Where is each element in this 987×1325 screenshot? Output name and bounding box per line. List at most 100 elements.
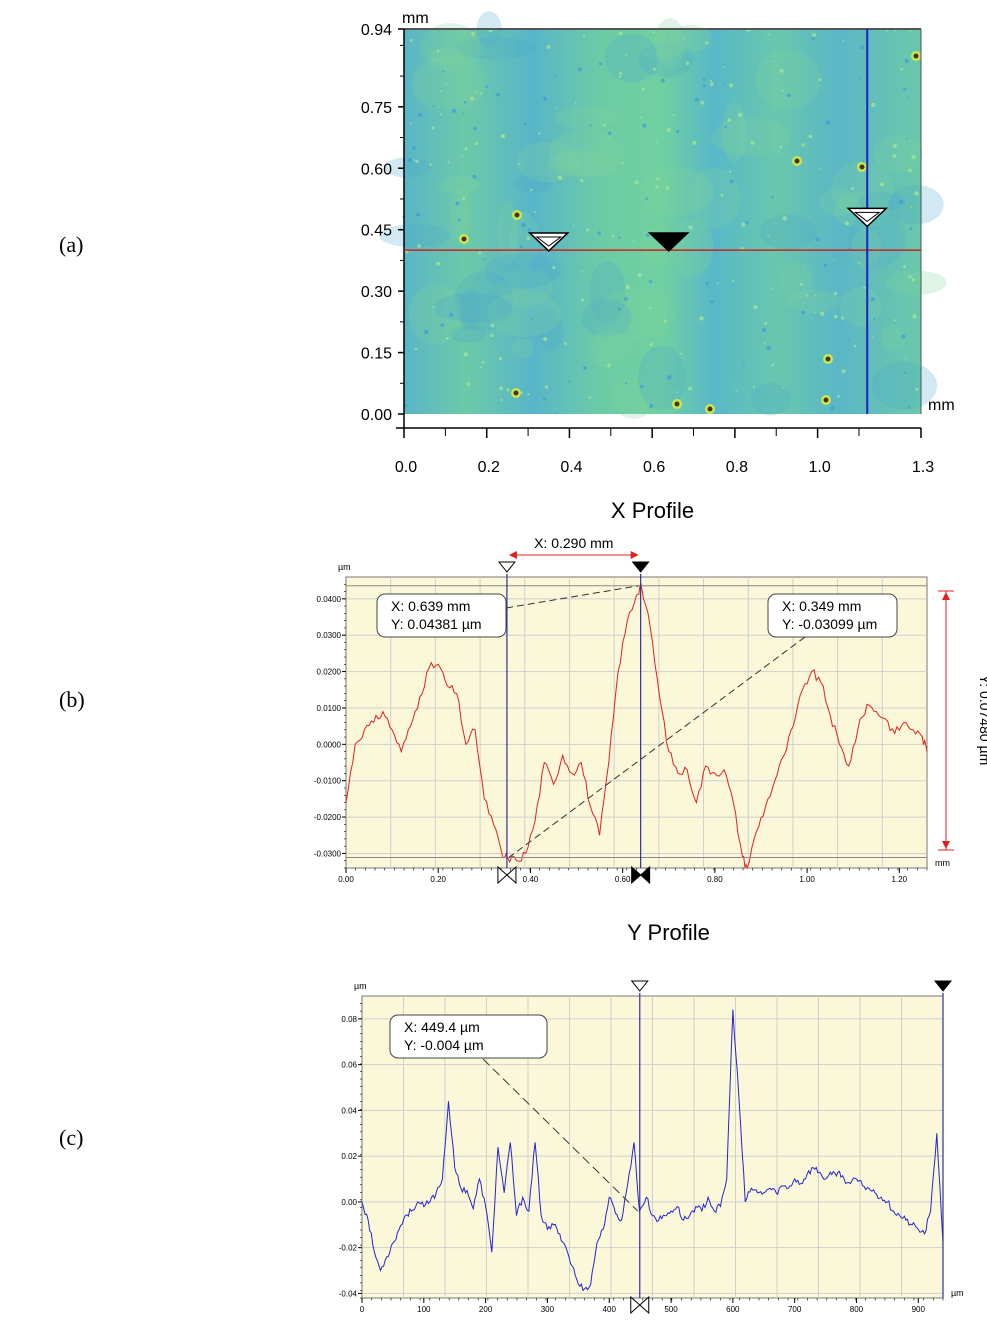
map-speckle	[892, 143, 897, 149]
cursor-bowtie-filled-right	[639, 865, 651, 885]
y-tick-label: 0.00	[341, 1198, 357, 1207]
map-texture-blob	[638, 345, 686, 411]
map-speckle	[742, 364, 746, 367]
leader-line-open	[482, 1058, 639, 1212]
map-speckle	[741, 222, 746, 227]
map-speckle	[436, 261, 441, 266]
map-speckle	[555, 412, 558, 415]
map-speckle	[574, 101, 577, 104]
map-speckle	[880, 182, 885, 187]
map-texture-blob	[436, 176, 480, 194]
map-speckle	[457, 218, 461, 222]
map-speckle	[906, 96, 909, 99]
map-speckle	[506, 388, 510, 392]
map-texture-blob	[669, 24, 712, 52]
y-tick-label: -0.0300	[314, 849, 342, 858]
map-speckle	[830, 406, 835, 410]
x-tick-label: 700	[788, 1305, 802, 1314]
map-speckle	[640, 116, 643, 119]
map-speckle	[819, 168, 822, 171]
map-speckle	[652, 31, 655, 34]
map-speckle	[521, 222, 526, 228]
x-tick-label: 1.20	[892, 875, 908, 884]
map-texture-blob	[819, 188, 856, 217]
map-speckle	[702, 78, 706, 81]
map-speckle	[907, 406, 911, 409]
map-defect	[794, 158, 800, 164]
map-speckle	[474, 141, 479, 146]
map-speckle	[406, 102, 409, 105]
map-texture-blob	[434, 292, 513, 323]
x-tick-label: 0.2	[478, 459, 500, 476]
map-speckle	[688, 386, 693, 391]
map-speckle	[842, 40, 845, 42]
map-speckle	[470, 96, 475, 101]
map-speckle	[911, 154, 916, 160]
map-speckle	[431, 126, 435, 130]
map-speckle	[462, 112, 465, 115]
map-speckle	[833, 291, 838, 296]
map-texture-blob	[588, 330, 629, 368]
map-speckle	[871, 336, 874, 339]
panel-label-c: (c)	[59, 1125, 84, 1150]
map-speckle	[531, 214, 534, 216]
map-speckle	[685, 61, 690, 66]
map-speckle	[412, 146, 416, 150]
profile-series-line	[345, 583, 928, 870]
map-surface	[404, 29, 921, 414]
map-defect	[674, 401, 680, 407]
map-speckle	[782, 386, 785, 389]
map-speckle	[840, 316, 845, 320]
map-speckle	[637, 273, 642, 278]
map-speckle	[466, 382, 471, 387]
map-texture-blob	[759, 214, 817, 250]
x-tick-label: 0.40	[523, 875, 539, 884]
map-speckle	[666, 127, 671, 133]
map-speckle	[692, 140, 697, 145]
y-tick-label: 0.0400	[317, 595, 342, 604]
map-speckle	[625, 53, 628, 56]
map-speckle	[781, 89, 784, 92]
map-texture-blob	[888, 184, 944, 225]
info-box-open-cursor-y-text: Y: -0.004 µm	[404, 1037, 484, 1053]
map-speckle	[557, 175, 563, 180]
map-speckle	[518, 162, 521, 165]
map-speckle	[634, 180, 639, 185]
y-tick-label: 0.02	[341, 1152, 357, 1161]
map-defect	[823, 397, 829, 403]
map-texture-blob	[654, 18, 686, 67]
map-speckle	[729, 179, 734, 184]
x-tick-label: 300	[541, 1305, 555, 1314]
cursor-bowtie-open-right	[506, 865, 517, 885]
map-speckle	[527, 228, 532, 232]
map-speckle	[735, 389, 738, 392]
map-texture-blob	[847, 210, 906, 268]
map-speckle	[598, 62, 603, 66]
map-speckle	[617, 307, 621, 311]
y-unit-label: mm	[402, 10, 429, 27]
map-speckle	[440, 323, 445, 327]
map-speckle	[463, 352, 468, 357]
map-speckle	[479, 366, 482, 369]
map-texture-blob	[885, 270, 947, 295]
map-speckle	[863, 286, 866, 290]
map-speckle	[779, 68, 784, 73]
chart-title: X Profile	[611, 498, 694, 523]
map-texture-blob	[516, 141, 581, 183]
map-speckle	[608, 137, 611, 140]
y-tick-label: 0.60	[361, 161, 392, 178]
map-texture-blob	[611, 375, 657, 419]
map-speckle	[676, 391, 678, 394]
map-texture-blob	[509, 212, 539, 267]
map-speckle	[519, 245, 523, 249]
map-texture-blob	[450, 325, 487, 343]
map-texture-blob	[498, 267, 553, 308]
map-texture-blob	[634, 39, 685, 59]
map-speckle	[710, 299, 714, 304]
map-speckle	[812, 33, 817, 38]
x-tick-label: 0.0	[395, 459, 417, 476]
plot-area	[345, 576, 928, 869]
map-texture-blob	[711, 117, 791, 157]
map-speckle	[618, 71, 623, 75]
map-speckle	[860, 45, 864, 49]
